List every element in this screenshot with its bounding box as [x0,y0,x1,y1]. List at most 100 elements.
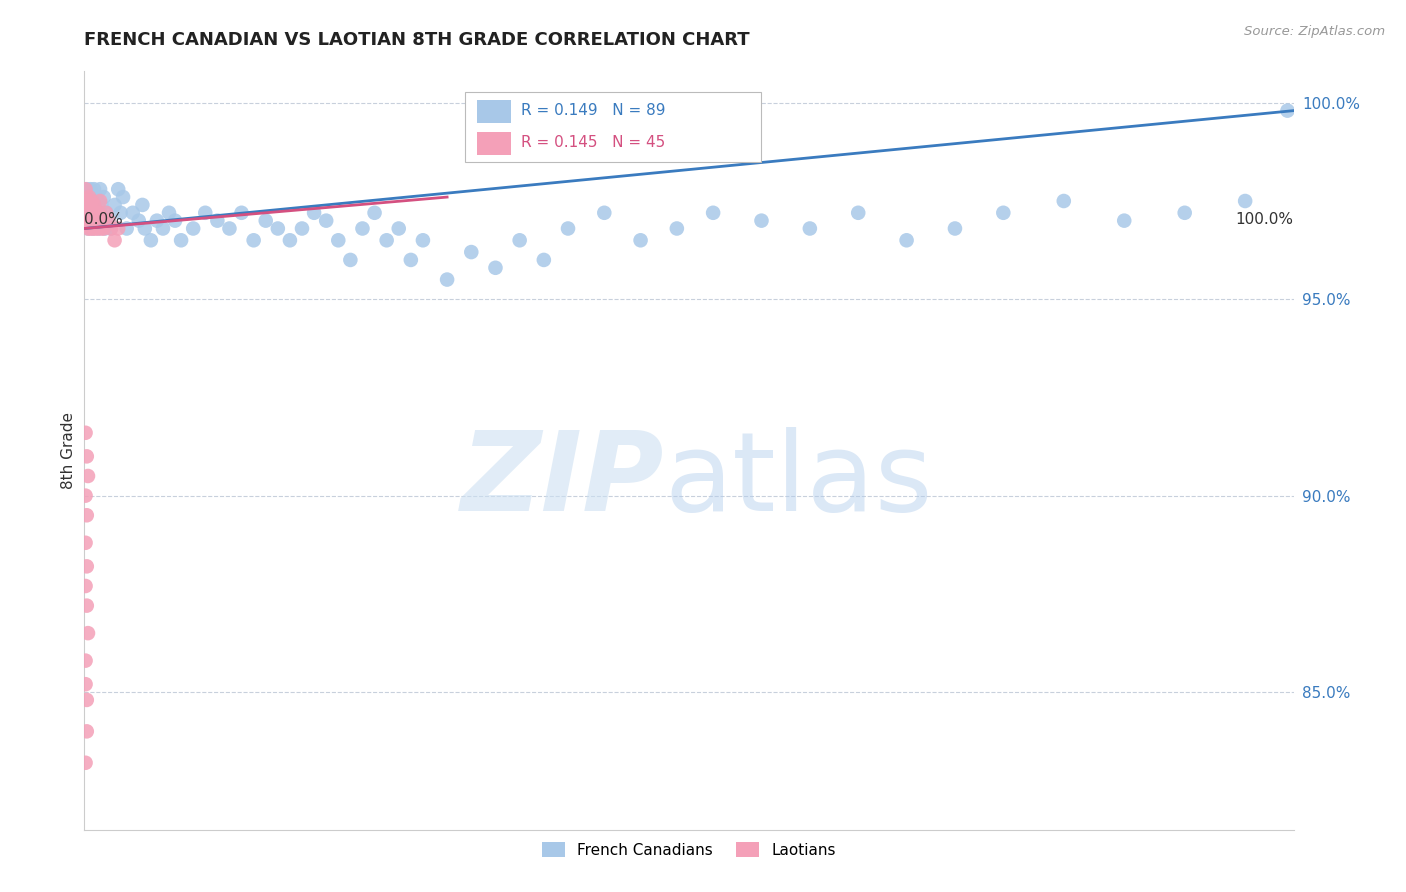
Point [1174,206,1197,220]
Point [79,206,101,220]
Text: 100.0%: 100.0% [1236,211,1294,227]
Point [593,206,616,220]
Point [87,221,110,235]
Point [90,198,112,212]
Point [100,221,122,235]
Point [90,221,112,235]
Point [339,252,361,267]
Point [665,221,688,235]
Point [93,221,115,235]
Point [76,559,98,574]
Point [1277,103,1299,118]
Point [77,626,100,640]
Point [630,233,652,247]
Text: R = 0.149   N = 89: R = 0.149 N = 89 [520,103,665,119]
Point [94,206,117,220]
Point [77,198,100,212]
Point [107,221,129,235]
Point [75,677,97,691]
Point [1114,213,1136,227]
Point [165,213,187,227]
Point [75,194,97,208]
Point [75,489,97,503]
Point [76,182,98,196]
Point [315,213,337,227]
Point [87,206,110,220]
Point [121,206,143,220]
Point [83,198,105,212]
Point [86,213,108,227]
Point [328,233,350,247]
Point [207,213,229,227]
Point [84,194,107,208]
Point [89,182,111,196]
Point [75,535,97,549]
Point [76,693,98,707]
Point [80,210,103,224]
Point [75,425,97,440]
Point [104,233,127,247]
Point [146,213,169,227]
Text: atlas: atlas [665,427,934,534]
Point [115,221,138,235]
Point [1053,194,1076,208]
Point [352,221,374,235]
Point [254,213,277,227]
Text: R = 0.145   N = 45: R = 0.145 N = 45 [520,135,665,150]
Point [75,206,97,220]
Point [94,206,117,220]
Text: Source: ZipAtlas.com: Source: ZipAtlas.com [1244,25,1385,38]
Point [76,599,98,613]
Point [139,233,162,247]
Point [231,206,253,220]
Point [80,213,103,227]
Point [83,213,105,227]
Point [267,221,290,235]
Y-axis label: 8th Grade: 8th Grade [60,412,76,489]
Text: FRENCH CANADIAN VS LAOTIAN 8TH GRADE CORRELATION CHART: FRENCH CANADIAN VS LAOTIAN 8TH GRADE COR… [84,31,749,49]
Point [242,233,264,247]
Point [388,221,411,235]
Point [302,206,325,220]
Point [89,206,111,220]
Point [170,233,193,247]
Point [533,252,555,267]
Point [375,233,398,247]
Point [75,579,97,593]
Point [86,190,108,204]
Point [76,508,98,523]
Point [702,206,724,220]
Point [79,218,101,232]
Point [218,221,240,235]
Point [91,213,114,227]
Point [77,213,100,227]
Legend: French Canadians, Laotians: French Canadians, Laotians [536,836,842,863]
Point [80,194,103,208]
Point [77,469,100,483]
Point [97,213,120,227]
Point [363,206,385,220]
Point [97,213,120,227]
Point [194,206,217,220]
Text: 0.0%: 0.0% [84,211,124,227]
Point [104,198,127,212]
Point [799,221,821,235]
Point [75,182,97,196]
Point [77,221,100,235]
Point [846,206,869,220]
Point [82,206,104,220]
Point [1234,194,1257,208]
Point [83,182,105,196]
Point [86,213,108,227]
Point [77,198,100,212]
Point [84,206,107,220]
FancyBboxPatch shape [478,100,512,123]
Point [399,252,422,267]
Point [77,190,100,204]
Point [79,182,101,196]
Point [460,245,482,260]
Point [100,221,122,235]
Point [557,221,579,235]
Point [509,233,531,247]
Point [134,221,156,235]
